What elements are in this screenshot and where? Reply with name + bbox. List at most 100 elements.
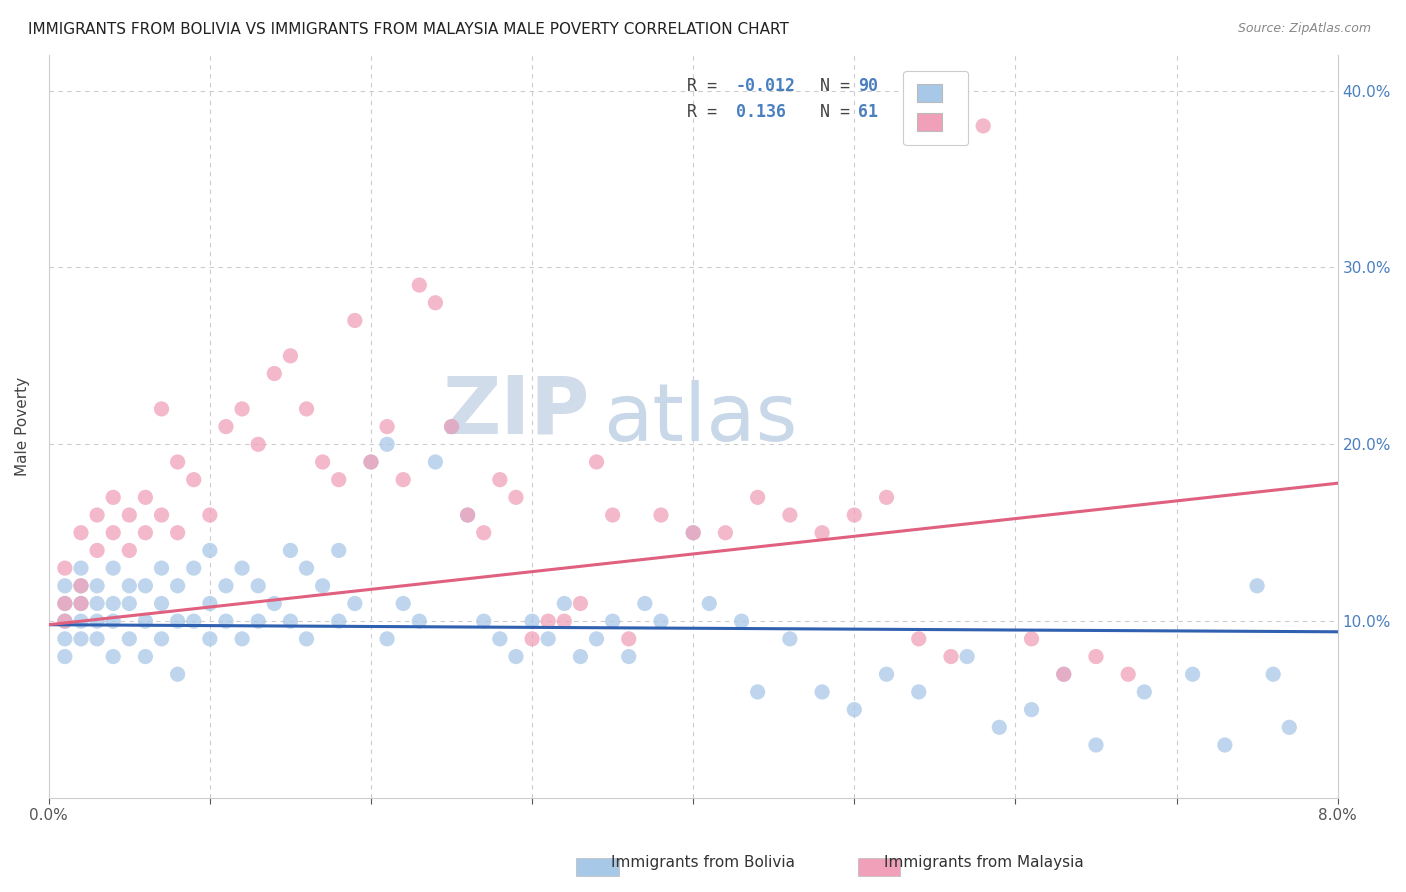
Point <box>134 525 156 540</box>
Point <box>53 649 76 664</box>
Point <box>520 614 543 628</box>
Point <box>844 508 866 522</box>
Text: Immigrants from Bolivia: Immigrants from Bolivia <box>612 855 794 870</box>
Point <box>602 508 624 522</box>
Point <box>408 278 430 293</box>
Point <box>1116 667 1139 681</box>
Point <box>907 685 929 699</box>
Point <box>280 614 302 628</box>
Point <box>472 525 495 540</box>
Point <box>70 597 93 611</box>
Point <box>811 685 834 699</box>
Point <box>150 561 173 575</box>
Point <box>263 597 285 611</box>
Point <box>779 632 801 646</box>
Point <box>86 597 108 611</box>
Point <box>1181 667 1204 681</box>
Point <box>569 649 592 664</box>
Point <box>682 525 704 540</box>
Point <box>939 649 962 664</box>
Point <box>956 649 979 664</box>
Point <box>150 401 173 416</box>
Point <box>166 455 188 469</box>
Point <box>215 614 238 628</box>
Text: 61: 61 <box>858 103 879 120</box>
Point <box>295 632 318 646</box>
Point <box>53 597 76 611</box>
Point <box>70 614 93 628</box>
Point <box>103 525 125 540</box>
Text: 90: 90 <box>858 78 879 95</box>
Point <box>392 597 415 611</box>
Point <box>425 295 447 310</box>
Point <box>505 491 527 505</box>
Point <box>328 473 350 487</box>
Point <box>311 579 333 593</box>
Text: -0.012: -0.012 <box>735 78 796 95</box>
Point <box>537 614 560 628</box>
Point <box>247 579 270 593</box>
Point <box>166 525 188 540</box>
Point <box>280 543 302 558</box>
Point <box>86 508 108 522</box>
Point <box>134 614 156 628</box>
Legend: , : , <box>904 70 969 145</box>
Point <box>907 632 929 646</box>
Point <box>231 401 253 416</box>
Point <box>231 561 253 575</box>
Point <box>972 119 994 133</box>
Point <box>343 597 366 611</box>
Point <box>585 455 607 469</box>
Point <box>166 579 188 593</box>
Point <box>103 614 125 628</box>
Point <box>311 455 333 469</box>
Point <box>714 525 737 540</box>
Point <box>457 508 479 522</box>
Point <box>988 720 1011 734</box>
Point <box>650 508 672 522</box>
Point <box>150 597 173 611</box>
Text: IMMIGRANTS FROM BOLIVIA VS IMMIGRANTS FROM MALAYSIA MALE POVERTY CORRELATION CHA: IMMIGRANTS FROM BOLIVIA VS IMMIGRANTS FR… <box>28 22 789 37</box>
Y-axis label: Male Poverty: Male Poverty <box>15 377 30 476</box>
Point <box>215 419 238 434</box>
Point <box>183 614 205 628</box>
Point <box>1021 703 1043 717</box>
Point <box>247 437 270 451</box>
Point <box>134 579 156 593</box>
Point <box>328 543 350 558</box>
Point <box>328 614 350 628</box>
Text: N =: N = <box>820 78 859 95</box>
Point <box>343 313 366 327</box>
Point <box>118 632 141 646</box>
Point <box>150 632 173 646</box>
Point <box>247 614 270 628</box>
Text: Source: ZipAtlas.com: Source: ZipAtlas.com <box>1237 22 1371 36</box>
Point <box>569 597 592 611</box>
Point <box>295 561 318 575</box>
Point <box>134 649 156 664</box>
Point <box>520 632 543 646</box>
Point <box>1021 632 1043 646</box>
Point <box>53 561 76 575</box>
Point <box>70 525 93 540</box>
Point <box>1246 579 1268 593</box>
Point <box>602 614 624 628</box>
Point <box>86 632 108 646</box>
Text: R =: R = <box>686 103 737 120</box>
Point <box>70 561 93 575</box>
Point <box>53 579 76 593</box>
Point <box>86 579 108 593</box>
Point <box>231 632 253 646</box>
Point <box>166 614 188 628</box>
Point <box>747 685 769 699</box>
Text: R =: R = <box>686 78 727 95</box>
Point <box>617 649 640 664</box>
Point <box>779 508 801 522</box>
Point <box>650 614 672 628</box>
Point <box>1263 667 1285 681</box>
Text: 0.136: 0.136 <box>735 103 786 120</box>
Point <box>118 597 141 611</box>
Point <box>440 419 463 434</box>
Point <box>134 491 156 505</box>
Point <box>425 455 447 469</box>
